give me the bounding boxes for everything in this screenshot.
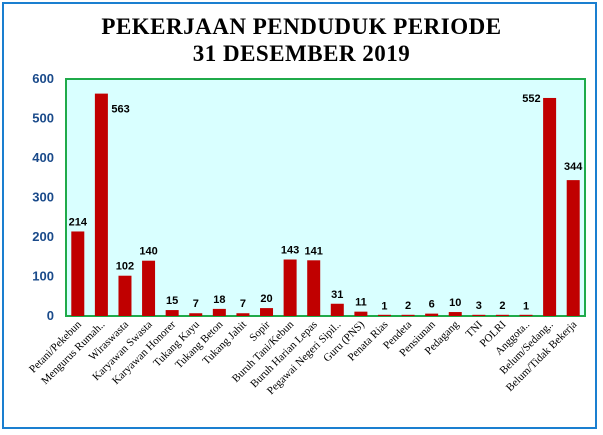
data-label: 7 <box>193 298 199 310</box>
y-tick-label: 0 <box>47 308 54 323</box>
data-label: 31 <box>331 289 343 301</box>
data-label: 140 <box>139 246 157 258</box>
bar <box>519 314 533 316</box>
bar <box>165 310 179 316</box>
data-label: 563 <box>111 104 129 116</box>
data-label: 214 <box>69 216 88 228</box>
chart-subtitle: 31 DESEMBER 2019 <box>192 41 411 66</box>
data-label: 11 <box>355 297 367 309</box>
bar <box>189 313 203 316</box>
bar <box>472 314 486 316</box>
bar <box>401 314 415 316</box>
bar <box>307 260 321 316</box>
data-label: 2 <box>405 300 411 312</box>
bar <box>566 180 580 316</box>
data-label: 7 <box>240 298 246 310</box>
bar <box>236 313 250 316</box>
bar <box>495 314 509 316</box>
bar <box>283 259 297 316</box>
data-label: 141 <box>305 245 323 257</box>
y-tick-label: 400 <box>32 150 54 165</box>
data-label: 6 <box>429 299 435 311</box>
data-label: 344 <box>564 161 583 173</box>
data-label: 552 <box>522 93 540 105</box>
y-tick-label: 300 <box>32 190 54 205</box>
data-label: 1 <box>523 301 529 313</box>
chart-title: PEKERJAAN PENDUDUK PERIODE <box>101 14 502 39</box>
data-label: 10 <box>449 297 461 309</box>
bar <box>212 308 226 316</box>
data-label: 3 <box>476 300 482 312</box>
bar <box>71 231 85 316</box>
data-label: 2 <box>499 300 505 312</box>
data-label: 1 <box>381 301 387 313</box>
bar <box>543 97 557 317</box>
bar <box>142 260 156 316</box>
bar <box>118 275 132 316</box>
data-label: 102 <box>116 261 134 273</box>
bar <box>330 303 344 316</box>
bar <box>354 311 368 316</box>
data-label: 143 <box>281 245 299 257</box>
data-label: 18 <box>213 294 225 306</box>
bar <box>260 308 274 316</box>
bar <box>448 312 462 316</box>
bar <box>425 313 439 316</box>
y-tick-label: 500 <box>32 111 54 126</box>
y-tick-label: 100 <box>32 269 54 284</box>
y-tick-label: 200 <box>32 229 54 244</box>
data-label: 15 <box>166 295 178 307</box>
data-label: 20 <box>260 293 272 305</box>
bar <box>94 93 108 317</box>
y-tick-label: 600 <box>32 71 54 86</box>
bar <box>377 314 391 316</box>
